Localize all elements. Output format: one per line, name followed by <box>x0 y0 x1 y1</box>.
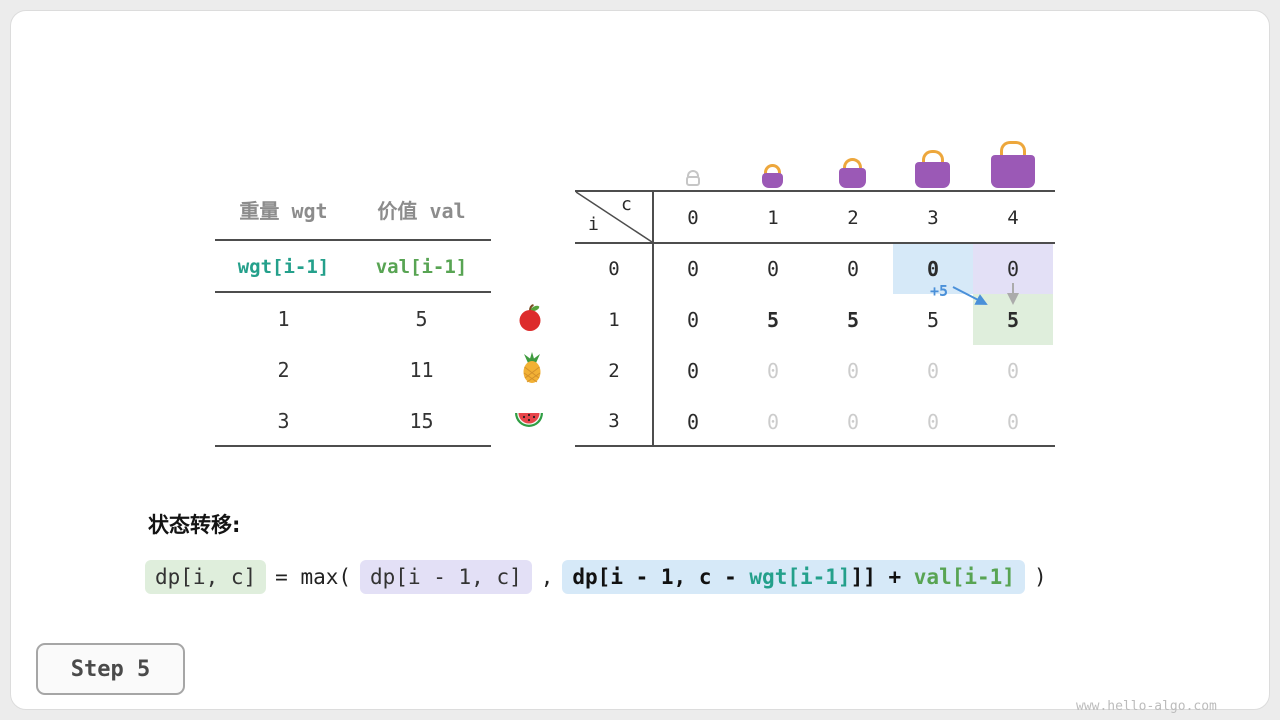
transition-title: 状态转移: <box>148 513 241 537</box>
corner-row-label: i <box>588 214 599 235</box>
dp-row-label: 1 <box>608 309 620 331</box>
items-table-val-formula: val[i-1] <box>375 256 468 278</box>
dp-cell: 0 <box>1006 358 1020 383</box>
bag-body <box>915 162 950 188</box>
bag-empty-icon <box>686 170 700 186</box>
corner-col-label: c <box>621 194 632 215</box>
item-weight: 2 <box>277 358 290 382</box>
bag-body <box>839 168 866 188</box>
table-divider <box>652 190 654 447</box>
dp-row-label: 3 <box>608 410 620 432</box>
bag-handle <box>843 158 862 169</box>
items-table: 重量 wgt 价值 val wgt[i-1] val[i-1] 1 5 2 11… <box>215 190 491 448</box>
items-table-header-weight: 重量 wgt <box>239 199 328 223</box>
dp-cell: 0 <box>1006 409 1020 434</box>
item-weight: 3 <box>277 409 290 433</box>
formula-option2-wgt: wgt[i-1] <box>749 565 851 589</box>
item-value: 5 <box>415 307 428 331</box>
bag-xlarge-icon <box>991 141 1035 188</box>
dp-cell: 0 <box>846 409 860 434</box>
dp-cell: 0 <box>686 409 700 434</box>
table-divider <box>575 242 1055 244</box>
item-weight: 1 <box>277 307 290 331</box>
formula-close: ) <box>1033 565 1047 589</box>
dp-cell: 0 <box>686 358 700 383</box>
formula-option2: dp[i - 1, c - wgt[i-1]]] + val[i-1] <box>562 560 1025 594</box>
bag-large-icon <box>915 150 950 188</box>
formula-separator: , <box>540 565 554 589</box>
items-table-wgt-formula: wgt[i-1] <box>237 256 330 278</box>
highlight-source-blue <box>893 244 973 294</box>
items-table-header-value: 价值 val <box>377 199 466 223</box>
formula-option2-mid: ]] + <box>850 565 914 589</box>
dp-table: c i 0 1 2 3 4 0 1 2 3 0 0 0 0 0 0 5 5 5 … <box>575 190 1055 448</box>
apple-icon <box>517 304 543 336</box>
dp-cell: 5 <box>926 307 940 332</box>
pineapple-icon <box>520 352 544 388</box>
dp-cell: 0 <box>1006 256 1020 281</box>
dp-cell: 0 <box>686 256 700 281</box>
formula-option1: dp[i - 1, c] <box>360 560 532 594</box>
dp-cell: 0 <box>686 307 700 332</box>
dp-cell: 0 <box>766 358 780 383</box>
dp-cell: 0 <box>926 358 940 383</box>
step-label: Step 5 <box>70 656 151 682</box>
formula-option2-prefix: dp[i - 1, c - <box>572 565 750 589</box>
bag-body <box>991 155 1035 188</box>
table-divider <box>575 445 1055 447</box>
dp-cell: 0 <box>846 256 860 281</box>
bag-handle <box>687 170 699 177</box>
corner-diagonal-line <box>575 191 653 243</box>
bag-medium-icon <box>839 158 866 188</box>
dp-row-label: 0 <box>608 258 620 280</box>
bag-body <box>762 173 783 188</box>
watermelon-icon <box>514 410 544 434</box>
step-badge: Step 5 <box>36 643 185 695</box>
transition-formula: dp[i, c] = max( dp[i - 1, c] , dp[i - 1,… <box>145 560 1047 594</box>
table-divider <box>575 190 1055 192</box>
item-value: 11 <box>409 358 434 382</box>
dp-cell: 0 <box>766 409 780 434</box>
dp-col-header: 4 <box>1007 207 1019 229</box>
dp-cell: 5 <box>846 307 860 332</box>
table-divider <box>215 445 491 447</box>
dp-cell: 0 <box>846 358 860 383</box>
formula-operator: = max( <box>275 565 352 589</box>
table-divider <box>215 291 491 293</box>
bag-handle <box>764 164 781 174</box>
table-divider <box>215 239 491 241</box>
bag-handle <box>1000 141 1026 156</box>
dp-col-header: 2 <box>847 207 859 229</box>
dp-cell: 0 <box>926 256 940 281</box>
dp-col-header: 1 <box>767 207 779 229</box>
bag-body <box>686 176 700 186</box>
formula-lhs: dp[i, c] <box>145 560 267 594</box>
dp-col-header: 0 <box>687 207 699 229</box>
dp-col-header: 3 <box>927 207 939 229</box>
bag-small-icon <box>762 164 783 188</box>
dp-cell: 0 <box>766 256 780 281</box>
dp-cell: 0 <box>926 409 940 434</box>
bag-handle <box>921 150 944 163</box>
transition-annotation: +5 <box>929 282 949 300</box>
dp-cell: 5 <box>1006 307 1020 332</box>
watermark: www.hello-algo.com <box>1076 699 1217 714</box>
item-value: 15 <box>409 409 434 433</box>
dp-row-label: 2 <box>608 360 620 382</box>
dp-cell: 5 <box>766 307 780 332</box>
formula-option2-val: val[i-1] <box>913 565 1015 589</box>
